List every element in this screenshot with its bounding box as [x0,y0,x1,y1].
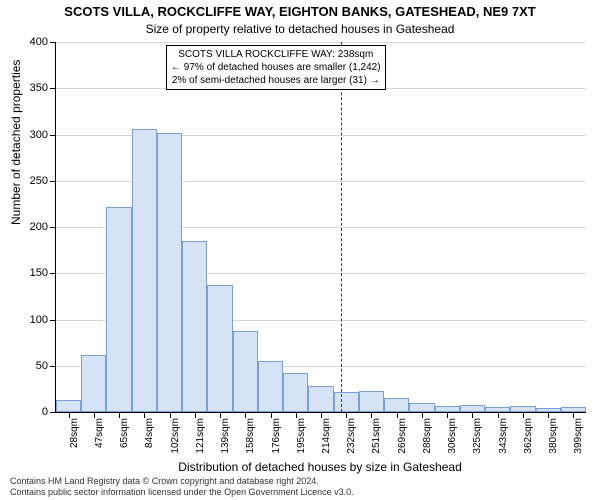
histogram-bar [334,392,359,412]
annotation-line-1: SCOTS VILLA ROCKCLIFFE WAY: 238sqm [171,48,381,61]
x-tick-label: 343sqm [498,418,509,454]
y-tick-label: 250 [30,175,48,187]
histogram-bar [359,391,384,412]
x-tick-label: 362sqm [523,418,534,454]
y-tick [50,320,56,321]
x-tick-label: 195sqm [296,418,307,454]
y-tick-label: 200 [30,221,48,233]
chart-container: SCOTS VILLA, ROCKCLIFFE WAY, EIGHTON BAN… [0,0,600,500]
histogram-bar [460,405,485,412]
marker-line [341,42,342,412]
histogram-bar [308,386,333,412]
histogram-bar [409,403,434,412]
x-tick-label: 47sqm [94,418,105,448]
histogram-bar [207,285,232,412]
gridline [56,42,586,43]
x-tick-label: 65sqm [119,418,130,448]
chart-title-sub: Size of property relative to detached ho… [0,22,600,36]
y-tick [50,181,56,182]
y-tick [50,227,56,228]
x-tick-label: 139sqm [220,418,231,454]
histogram-bar [233,331,258,412]
y-tick [50,412,56,413]
x-tick-label: 176sqm [271,418,282,454]
histogram-bar [56,400,81,412]
y-tick-label: 400 [30,36,48,48]
x-tick-label: 158sqm [245,418,256,454]
y-tick [50,88,56,89]
x-axis-label: Distribution of detached houses by size … [55,460,585,474]
chart-title-main: SCOTS VILLA, ROCKCLIFFE WAY, EIGHTON BAN… [0,4,600,19]
x-tick-label: 306sqm [447,418,458,454]
annotation-box: SCOTS VILLA ROCKCLIFFE WAY: 238sqm ← 97%… [166,45,386,90]
histogram-bar [106,207,131,412]
x-tick-label: 325sqm [472,418,483,454]
y-tick [50,273,56,274]
y-tick-label: 100 [30,314,48,326]
footer-line-1: Contains HM Land Registry data © Crown c… [10,476,354,487]
y-axis-label-text: Number of detached properties [9,60,23,225]
y-tick-label: 300 [30,129,48,141]
x-tick-label: 84sqm [144,418,155,448]
y-tick [50,366,56,367]
y-tick [50,42,56,43]
x-tick-label: 28sqm [69,418,80,448]
x-tick-label: 380sqm [548,418,559,454]
x-tick-label: 399sqm [573,418,584,454]
histogram-bar [182,241,207,412]
histogram-bar [157,133,182,412]
histogram-bar [258,361,283,412]
annotation-line-3: 2% of semi-detached houses are larger (3… [171,74,381,87]
x-tick-label: 269sqm [397,418,408,454]
y-tick-label: 150 [30,267,48,279]
histogram-bar [81,355,106,412]
y-tick-label: 50 [36,360,48,372]
annotation-line-2: ← 97% of detached houses are smaller (1,… [171,61,381,74]
histogram-bar [283,373,308,412]
x-tick-label: 102sqm [170,418,181,454]
x-tick-label: 121sqm [195,418,206,454]
y-tick-label: 0 [42,406,48,418]
histogram-bar [384,398,409,412]
y-axis-label: Number of detached properties [9,60,23,225]
x-tick-label: 214sqm [321,418,332,454]
footer-line-2: Contains public sector information licen… [10,487,354,498]
histogram-bar [132,129,157,412]
x-tick-label: 288sqm [422,418,433,454]
y-tick-label: 350 [30,82,48,94]
y-tick [50,135,56,136]
plot-area: 05010015020025030035040028sqm47sqm65sqm8… [55,42,586,413]
x-tick-label: 232sqm [346,418,357,454]
chart-footer: Contains HM Land Registry data © Crown c… [10,476,354,498]
x-tick-label: 251sqm [371,418,382,454]
